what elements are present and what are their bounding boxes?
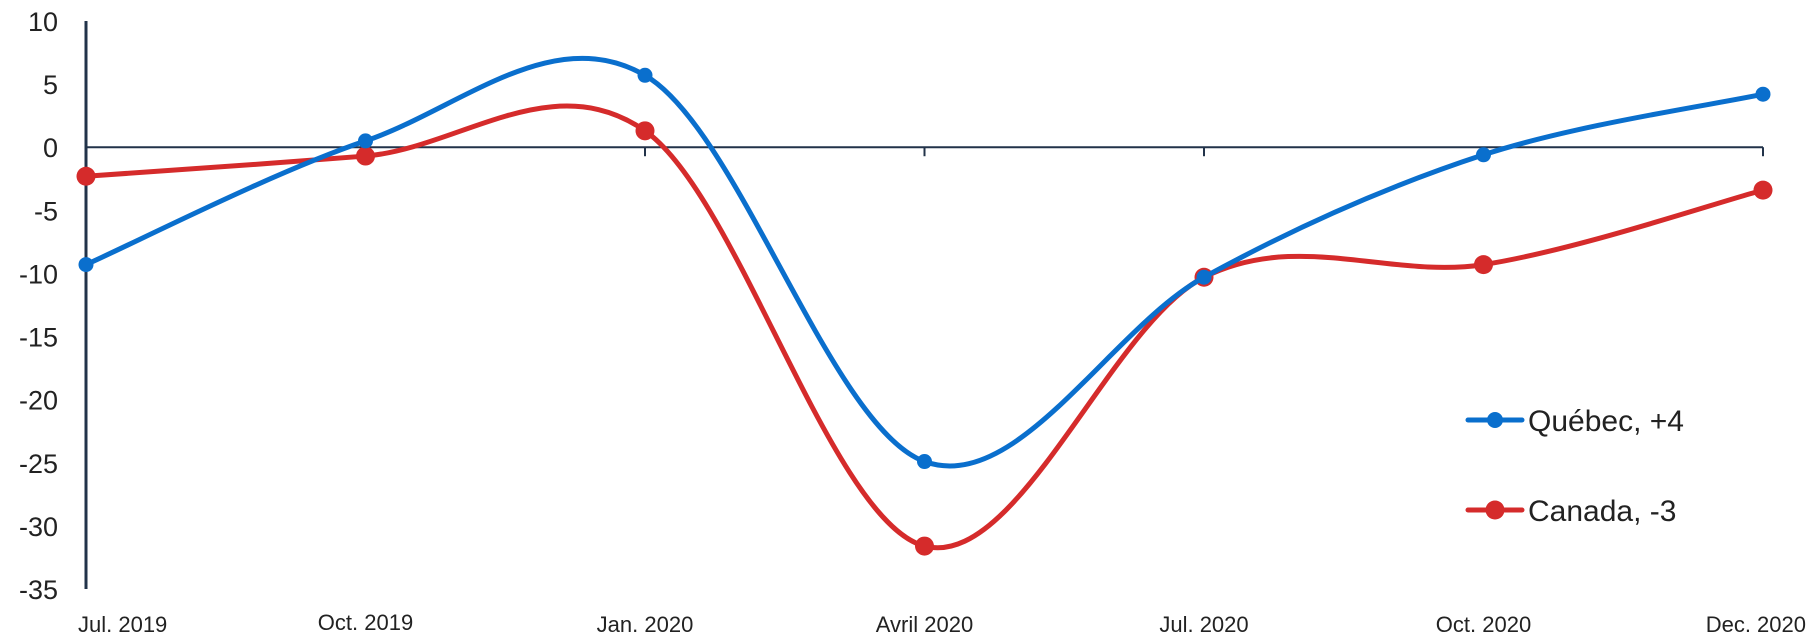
y-tick-label: 10 (28, 7, 58, 37)
y-tick-label: -15 (19, 323, 58, 353)
x-tick-label: Jul. 2020 (1159, 612, 1248, 635)
data-point-canada[interactable] (1754, 181, 1773, 200)
y-tick-label: 5 (43, 70, 58, 100)
legend-item-quebec[interactable]: Québec, +4 (1468, 405, 1684, 438)
data-point-quebec[interactable] (1197, 270, 1212, 285)
x-tick-label: Dec. 2020 (1706, 612, 1806, 635)
y-tick-label: 0 (43, 133, 58, 163)
data-point-canada[interactable] (636, 121, 655, 140)
data-point-quebec[interactable] (638, 68, 653, 83)
series-line-canada (86, 106, 1763, 548)
data-point-quebec[interactable] (79, 257, 94, 272)
y-tick-label: -5 (34, 196, 58, 226)
data-point-quebec[interactable] (917, 454, 932, 469)
data-point-quebec[interactable] (358, 133, 373, 148)
data-point-canada[interactable] (77, 167, 96, 186)
series-canada (77, 106, 1773, 556)
legend-marker-canada (1486, 501, 1505, 520)
y-tick-label: -35 (19, 575, 58, 605)
x-tick-label: Jan. 2020 (597, 612, 694, 635)
axes (86, 21, 1763, 589)
x-tick-label: Oct. 2020 (1436, 612, 1531, 635)
legend-item-canada[interactable]: Canada, -3 (1468, 495, 1676, 528)
legend-label-quebec: Québec, +4 (1528, 405, 1684, 438)
y-axis-tick-labels: 10 5 0 -5 -10 -15 -20 -25 -30 -35 (19, 7, 58, 605)
data-point-canada[interactable] (356, 147, 375, 166)
x-tick-label: Jul. 2019 (78, 612, 167, 635)
data-point-quebec[interactable] (1756, 87, 1771, 102)
y-tick-label: -30 (19, 512, 58, 542)
data-point-canada[interactable] (915, 537, 934, 556)
data-point-quebec[interactable] (1476, 147, 1491, 162)
series-quebec (79, 58, 1771, 469)
x-axis-tick-labels: Jul. 2019 Oct. 2019 Jan. 2020 Avril 2020 Jul… (78, 610, 1806, 635)
data-point-canada[interactable] (1474, 255, 1493, 274)
legend-marker-quebec (1487, 412, 1503, 428)
series-layer (77, 58, 1773, 555)
y-tick-label: -25 (19, 449, 58, 479)
x-tick-label: Avril 2020 (876, 612, 973, 635)
y-tick-label: -10 (19, 259, 58, 289)
legend-label-canada: Canada, -3 (1528, 495, 1676, 528)
legend: Québec, +4 Canada, -3 (1468, 405, 1684, 528)
x-tick-label: Oct. 2019 (318, 610, 413, 635)
y-tick-label: -20 (19, 386, 58, 416)
series-line-quebec (86, 58, 1763, 466)
